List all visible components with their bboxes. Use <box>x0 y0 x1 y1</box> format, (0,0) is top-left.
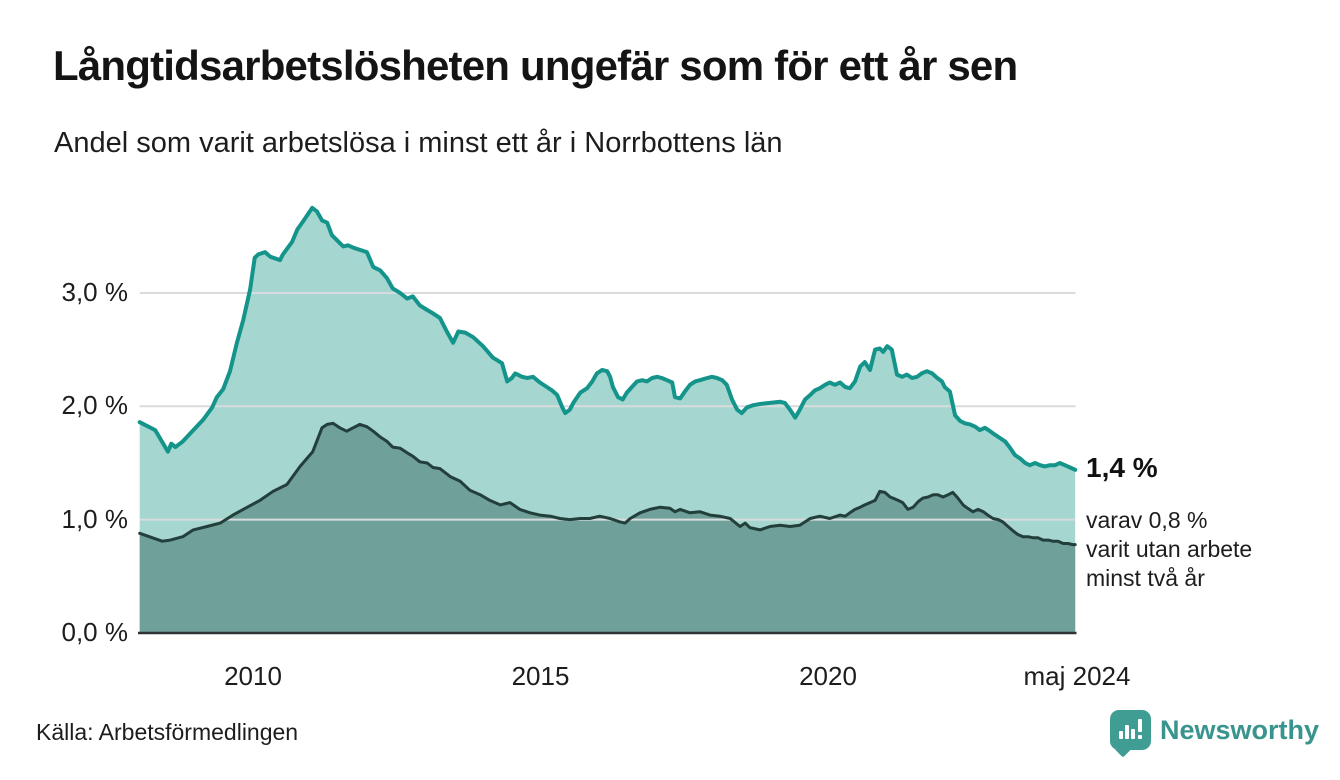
chart-subtitle: Andel som varit arbetslösa i minst ett å… <box>54 127 783 159</box>
x-tick-label: 2015 <box>511 661 570 691</box>
annotation-line-3: minst två år <box>1086 565 1205 591</box>
y-tick-label: 3,0 % <box>61 276 129 307</box>
series-line-1 <box>138 421 1077 547</box>
y-tick-label: 0,0 % <box>61 617 129 647</box>
brand-name: Newsworthy <box>1160 714 1320 745</box>
area-fill-1 <box>139 423 1076 633</box>
source-credit: Källa: Arbetsförmedlingen <box>36 719 299 745</box>
x-tick-label: 2020 <box>799 661 857 691</box>
page-title: Långtidsarbetslösheten ungefär som för e… <box>53 42 1018 89</box>
bar-chart-speech-bubble-icon <box>1110 710 1151 750</box>
secondary-value-annotation: varav 0,8 % varit utan arbete minst två … <box>1086 506 1252 593</box>
series-line-0 <box>137 205 1078 472</box>
y-tick-label: 1,0 % <box>61 503 129 534</box>
x-tick-label: maj 2024 <box>1023 661 1131 691</box>
y-tick-label: 2,0 % <box>61 390 129 421</box>
annotation-line-2: varit utan arbete <box>1086 536 1253 562</box>
latest-value-label: 1,4 % <box>1086 452 1158 483</box>
newsworthy-logo[interactable]: Newsworthy <box>1110 710 1319 750</box>
annotation-line-1: varav 0,8 % <box>1086 507 1208 533</box>
x-tick-label: 2010 <box>224 661 282 691</box>
